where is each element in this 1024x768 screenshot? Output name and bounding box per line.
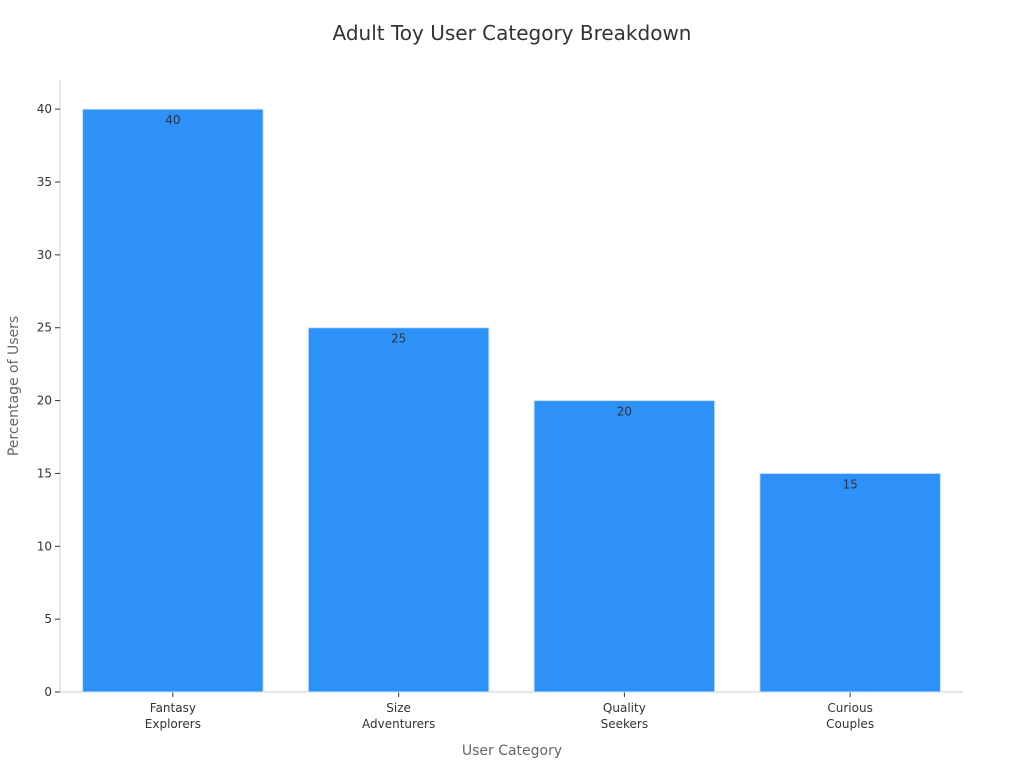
y-tick-label: 10 bbox=[37, 539, 52, 553]
bar-value-label: 15 bbox=[842, 477, 857, 491]
bars bbox=[82, 108, 941, 693]
bar bbox=[307, 327, 490, 693]
x-axis-label: User Category bbox=[462, 743, 562, 759]
y-tick-label: 35 bbox=[37, 175, 52, 189]
y-tick-label: 15 bbox=[37, 466, 52, 480]
chart-title: Adult Toy User Category Breakdown bbox=[333, 21, 692, 45]
bar-value-label: 25 bbox=[391, 332, 406, 346]
bar bbox=[82, 108, 264, 693]
y-tick-label: 0 bbox=[44, 685, 52, 699]
y-tick-label: 5 bbox=[44, 612, 52, 626]
bar-value-label: 20 bbox=[617, 405, 632, 419]
bar bbox=[533, 400, 716, 693]
y-axis-label: Percentage of Users bbox=[6, 316, 22, 456]
x-tick-label: Fantasy Explorers bbox=[145, 701, 201, 731]
y-axis: 0 5 10 15 20 25 30 35 40 bbox=[37, 80, 61, 699]
y-tick-label: 40 bbox=[37, 102, 52, 116]
x-tick-label: Curious Couples bbox=[826, 701, 874, 731]
bar-value-label: 40 bbox=[165, 113, 180, 127]
y-tick-label: 20 bbox=[37, 394, 52, 408]
y-tick-label: 30 bbox=[37, 248, 52, 262]
x-axis: Fantasy Explorers Size Adventurers Quality Se… bbox=[60, 691, 963, 731]
x-tick-label: Size Adventurers bbox=[362, 701, 435, 731]
y-tick-label: 25 bbox=[37, 321, 52, 335]
data-labels: 40 25 20 15 bbox=[165, 113, 858, 491]
x-tick-label: Quality Seekers bbox=[601, 701, 648, 731]
bar bbox=[759, 472, 941, 693]
